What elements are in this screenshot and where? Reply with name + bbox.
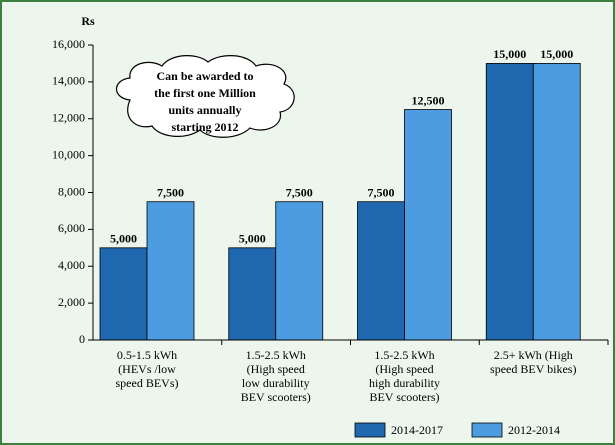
annotation-text: Can be awarded to <box>156 69 253 83</box>
data-label: 7,500 <box>157 185 184 199</box>
y-axis-label: Rs <box>81 14 95 28</box>
data-label: 5,000 <box>239 232 266 246</box>
x-tick-label: 1.5-2.5 kWh <box>246 348 306 362</box>
legend-swatch <box>471 422 503 438</box>
data-label: 7,500 <box>368 185 395 199</box>
data-label: 12,500 <box>412 93 445 107</box>
x-tick-label: 0.5-1.5 kWh <box>117 348 177 362</box>
bar <box>532 63 581 341</box>
annotation-text: units annually <box>168 103 241 117</box>
annotation-text: the first one Million <box>154 86 256 100</box>
x-tick-label: BEV scooters) <box>369 390 439 404</box>
data-label: 5,000 <box>110 232 137 246</box>
y-tick-label: 16,000 <box>52 37 85 51</box>
x-tick-label: (HEVs /low <box>118 362 176 376</box>
x-tick-label: (High speed <box>375 362 433 376</box>
y-tick-label: 2,000 <box>58 295 85 309</box>
annotation-text: starting 2012 <box>172 120 239 134</box>
y-tick-label: 12,000 <box>52 111 85 125</box>
y-tick-label: 0 <box>79 332 85 346</box>
legend-label: 2014-2017 <box>391 423 443 437</box>
data-label: 15,000 <box>540 47 573 61</box>
bar <box>99 247 148 341</box>
data-label: 7,500 <box>286 185 313 199</box>
x-tick-label: 2.5+ kWh (High <box>494 348 573 362</box>
bar <box>485 63 534 341</box>
x-tick-label: low durability <box>242 376 310 390</box>
y-tick-label: 10,000 <box>52 147 85 161</box>
y-tick-label: 6,000 <box>58 221 85 235</box>
bar <box>228 247 277 341</box>
x-tick-label: speed BEV bikes) <box>490 362 576 376</box>
x-tick-label: high durability <box>369 376 440 390</box>
data-label: 15,000 <box>493 47 526 61</box>
bar <box>404 109 452 341</box>
annotation-cloud <box>115 55 295 138</box>
x-tick-label: speed BEVs) <box>116 376 179 390</box>
y-tick-label: 4,000 <box>58 258 85 272</box>
bar <box>357 201 405 341</box>
x-tick-label: 1.5-2.5 kWh <box>374 348 434 362</box>
legend-label: 2012-2014 <box>508 423 560 437</box>
bar <box>275 201 324 341</box>
y-tick-label: 14,000 <box>52 74 85 88</box>
x-tick-label: (High speed <box>247 362 305 376</box>
y-tick-label: 8,000 <box>58 184 85 198</box>
x-tick-label: BEV scooters) <box>241 390 311 404</box>
bar <box>146 201 195 341</box>
legend-swatch <box>354 422 386 438</box>
